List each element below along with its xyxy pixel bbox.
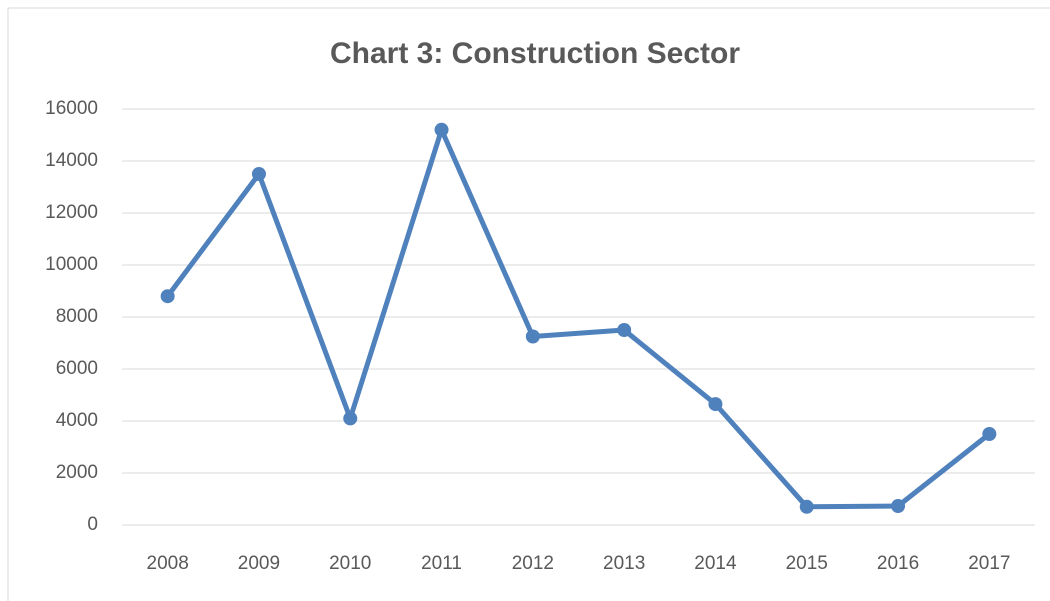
data-point (799, 499, 814, 514)
data-point (343, 411, 358, 426)
y-tick-label: 6000 (56, 358, 98, 379)
x-tick-label: 2012 (512, 553, 554, 574)
x-tick-label: 2017 (968, 553, 1010, 574)
data-point (251, 167, 266, 181)
x-tick-label: 2015 (786, 553, 828, 574)
y-tick-label: 14000 (45, 150, 98, 171)
y-tick-label: 10000 (45, 254, 98, 275)
x-tick-label: 2013 (603, 553, 645, 574)
y-tick-label: 8000 (56, 306, 98, 327)
x-tick-label: 2016 (877, 553, 919, 574)
x-tick-label: 2014 (694, 553, 737, 574)
data-point (434, 122, 449, 137)
data-point (982, 427, 997, 441)
x-tick-label: 2010 (329, 553, 371, 574)
x-tick-label: 2009 (238, 553, 280, 574)
data-point (525, 329, 540, 344)
y-tick-label: 2000 (56, 462, 98, 483)
chart-border (7, 7, 1050, 601)
data-point (891, 499, 906, 514)
y-tick-label: 0 (87, 514, 98, 535)
data-point (617, 323, 632, 337)
data-point (708, 397, 723, 412)
x-tick-label: 2008 (147, 553, 189, 574)
x-tick-label: 2011 (421, 553, 462, 574)
y-tick-label: 16000 (45, 98, 98, 119)
chart-title: Chart 3: Construction Sector (330, 37, 740, 70)
y-tick-label: 12000 (45, 202, 98, 223)
data-point (160, 289, 175, 304)
series-line (165, 127, 991, 510)
y-tick-label: 4000 (56, 410, 98, 431)
